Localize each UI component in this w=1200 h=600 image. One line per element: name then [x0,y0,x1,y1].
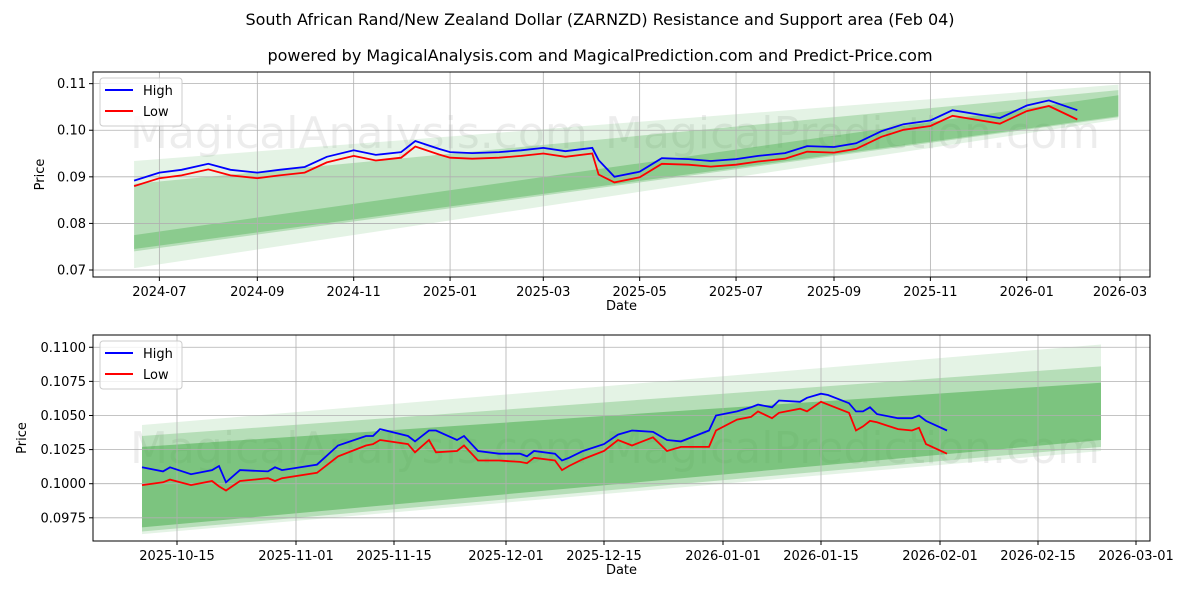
y-tick-label: 0.09 [57,170,86,185]
legend-label-high: High [143,347,173,362]
y-axis-label: Price [15,422,30,454]
x-tick-label: 2025-11-15 [356,549,432,564]
x-axis-label: Date [606,299,637,314]
legend-label-high: High [143,84,173,99]
legend-label-low: Low [143,105,169,120]
legend: High Low [100,341,182,389]
x-tick-label: 2026-01-01 [685,549,761,564]
x-tick-label: 2026-02-15 [1000,549,1076,564]
x-tick-label: 2025-01 [423,285,477,300]
y-tick-label: 0.1050 [41,409,87,424]
x-tick-label: 2024-09 [230,285,284,300]
x-tick-label: 2026-03 [1093,285,1147,300]
y-tick-label: 0.1025 [41,443,87,458]
x-tick-label: 2026-03-01 [1098,549,1174,564]
legend-label-low: Low [143,368,169,383]
x-tick-label: 2025-12-01 [468,549,544,564]
y-tick-label: 0.11 [57,77,86,92]
x-tick-label: 2025-09 [807,285,861,300]
x-tick-label: 2026-01 [1000,285,1054,300]
chart-2: MagicalAnalysis.comMagicalPrediction.com… [15,335,1174,578]
x-tick-label: 2024-11 [327,285,381,300]
x-tick-label: 2025-05 [613,285,667,300]
x-tick-label: 2025-10-15 [139,549,215,564]
y-tick-label: 0.1100 [41,341,87,356]
y-axis-label: Price [33,159,48,191]
y-tick-label: 0.08 [57,217,86,232]
y-tick-label: 0.1075 [41,375,87,390]
y-tick-label: 0.10 [57,124,86,139]
x-tick-label: 2025-11-01 [258,549,334,564]
x-axis-label: Date [606,563,637,578]
x-tick-label: 2025-11 [903,285,957,300]
x-tick-label: 2026-02-01 [902,549,978,564]
x-tick-label: 2026-01-15 [783,549,859,564]
y-tick-label: 0.1000 [41,477,87,492]
x-tick-label: 2024-07 [132,285,186,300]
x-tick-label: 2025-12-15 [566,549,642,564]
x-tick-label: 2025-07 [709,285,763,300]
y-tick-label: 0.0975 [41,511,87,526]
charts-svg: MagicalAnalysis.comMagicalPrediction.com… [0,0,1200,600]
y-tick-label: 0.07 [57,264,86,279]
chart-figure: South African Rand/New Zealand Dollar (Z… [0,0,1200,600]
chart-1: MagicalAnalysis.comMagicalPrediction.com… [33,72,1150,314]
legend: High Low [100,78,182,126]
x-tick-label: 2025-03 [516,285,570,300]
